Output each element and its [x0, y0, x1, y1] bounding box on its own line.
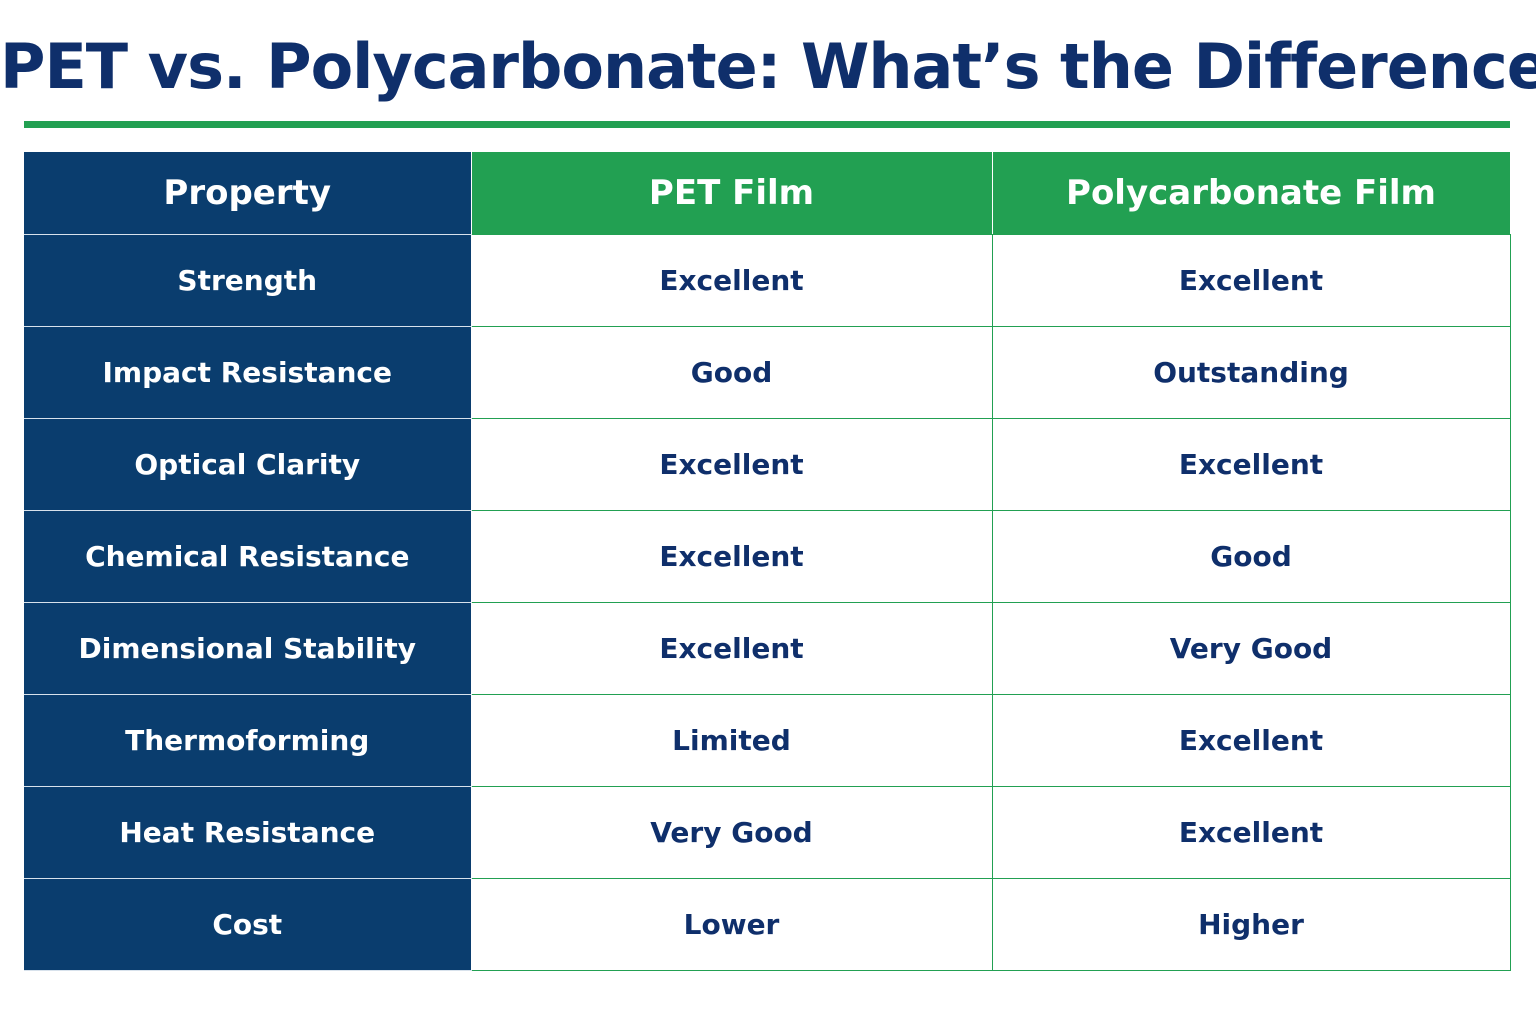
table-row: Impact Resistance Good Outstanding — [24, 326, 1511, 419]
polycarbonate-film-value: Outstanding — [991, 326, 1511, 419]
polycarbonate-film-value: Excellent — [991, 234, 1511, 327]
property-cell: Chemical Resistance — [24, 510, 472, 603]
pet-film-value: Good — [470, 326, 993, 419]
polycarbonate-film-value: Very Good — [991, 602, 1511, 695]
table-header-row: Property PET Film Polycarbonate Film — [24, 152, 1511, 235]
property-cell: Cost — [24, 878, 472, 971]
title-divider — [24, 121, 1510, 128]
table-body: Strength Excellent Excellent Impact Resista… — [24, 234, 1511, 971]
property-cell: Impact Resistance — [24, 326, 472, 419]
table-row: Heat Resistance Very Good Excellent — [24, 786, 1511, 879]
polycarbonate-film-value: Excellent — [991, 786, 1511, 879]
page-title: PET vs. Polycarbonate: What’s the Differ… — [0, 30, 1536, 103]
pet-film-value: Excellent — [470, 602, 993, 695]
property-cell: Thermoforming — [24, 694, 472, 787]
pet-film-value: Excellent — [470, 234, 993, 327]
property-cell: Strength — [24, 234, 472, 327]
pet-film-value: Excellent — [470, 510, 993, 603]
comparison-table: Property PET Film Polycarbonate Film Str… — [24, 152, 1511, 971]
polycarbonate-film-value: Excellent — [991, 694, 1511, 787]
column-header-property: Property — [24, 152, 472, 235]
polycarbonate-film-value: Excellent — [991, 418, 1511, 511]
property-cell: Optical Clarity — [24, 418, 472, 511]
pet-film-value: Lower — [470, 878, 993, 971]
table-row: Cost Lower Higher — [24, 878, 1511, 971]
property-cell: Heat Resistance — [24, 786, 472, 879]
table-row: Thermoforming Limited Excellent — [24, 694, 1511, 787]
pet-film-value: Very Good — [470, 786, 993, 879]
polycarbonate-film-value: Good — [991, 510, 1511, 603]
column-header-polycarbonate-film: Polycarbonate Film — [991, 152, 1511, 235]
pet-film-value: Excellent — [470, 418, 993, 511]
table-row: Strength Excellent Excellent — [24, 234, 1511, 327]
table-row: Optical Clarity Excellent Excellent — [24, 418, 1511, 511]
table-row: Dimensional Stability Excellent Very Good — [24, 602, 1511, 695]
table-row: Chemical Resistance Excellent Good — [24, 510, 1511, 603]
property-cell: Dimensional Stability — [24, 602, 472, 695]
pet-film-value: Limited — [470, 694, 993, 787]
column-header-pet-film: PET Film — [470, 152, 993, 235]
polycarbonate-film-value: Higher — [991, 878, 1511, 971]
